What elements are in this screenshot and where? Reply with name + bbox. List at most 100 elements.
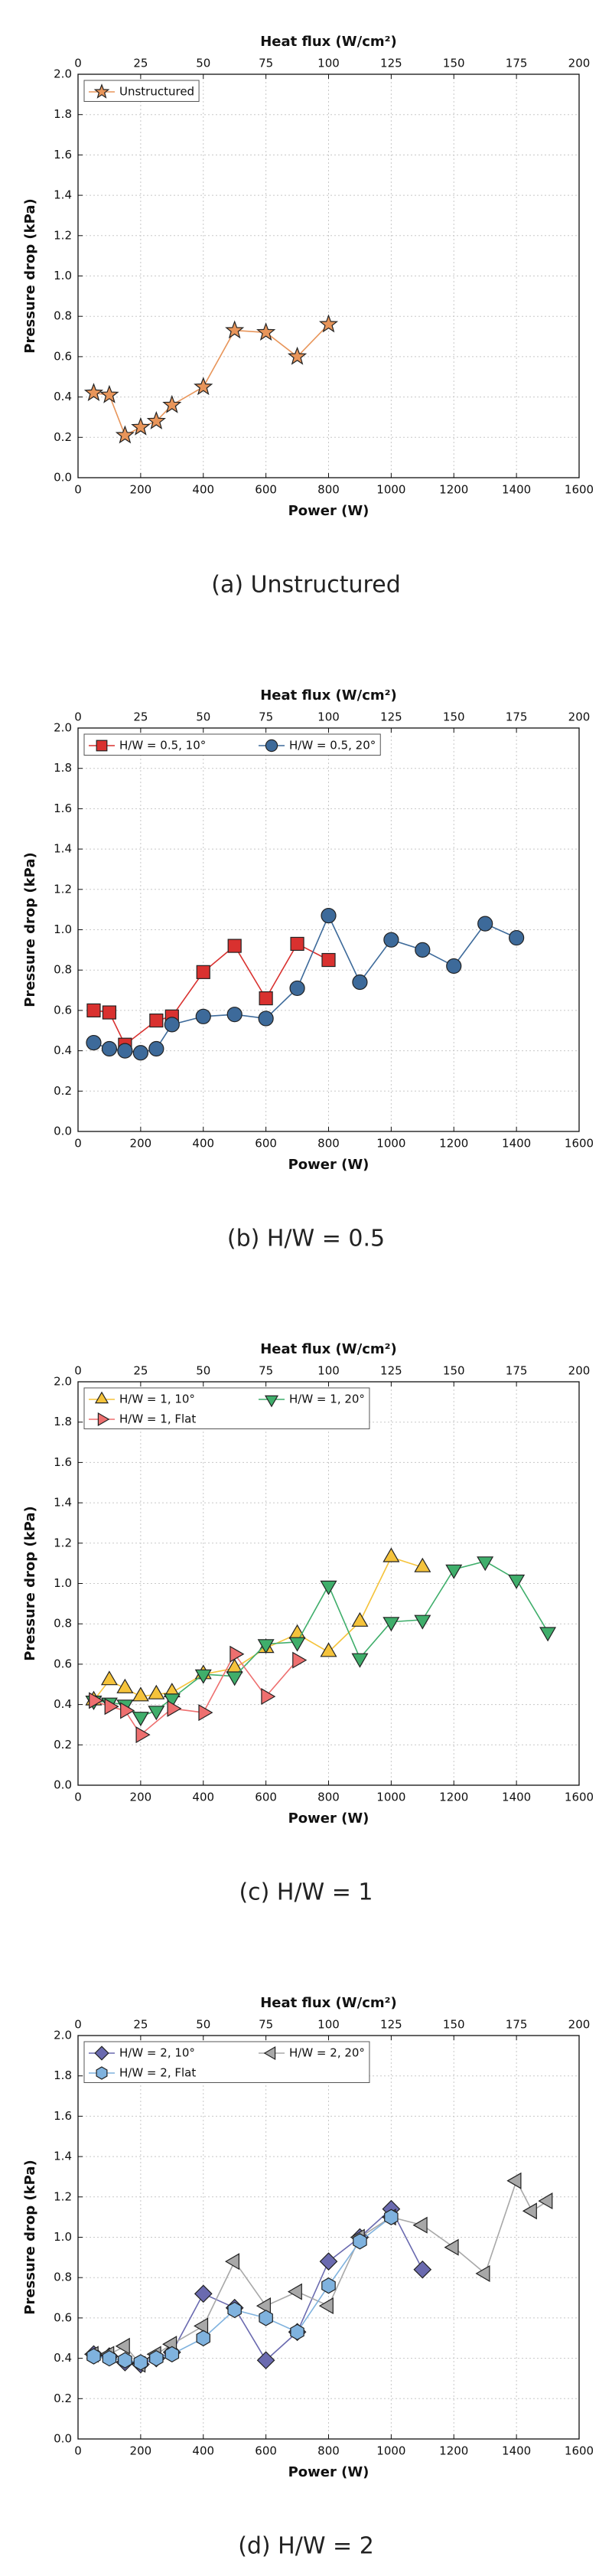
marker (261, 1688, 276, 1706)
plot-frame (77, 727, 580, 1132)
y-tick-label: 0.6 (54, 2310, 72, 2324)
x2-tick-label: 100 (317, 1364, 340, 1378)
y-tick-label: 0.8 (54, 1617, 72, 1631)
y-tick-label: 0.0 (54, 1778, 72, 1792)
marker (226, 1671, 243, 1686)
marker (290, 936, 304, 952)
marker (100, 1670, 118, 1686)
x-tick-label: 200 (130, 2444, 152, 2458)
x2-tick-label: 150 (443, 57, 465, 70)
marker (352, 974, 368, 991)
marker (99, 384, 119, 403)
x2-axis-label: Heat flux (W/cm²) (260, 687, 397, 704)
marker (287, 346, 308, 365)
y-tick-label: 0.0 (54, 2432, 72, 2446)
marker (102, 2349, 117, 2367)
marker (506, 2172, 522, 2189)
x2-tick-label: 0 (74, 1364, 82, 1378)
marker (93, 83, 110, 99)
marker (96, 2066, 108, 2080)
marker (319, 2252, 338, 2271)
y-tick-label: 0.8 (54, 963, 72, 977)
marker (86, 1003, 101, 1018)
legend-label: H/W = 2, Flat (119, 2066, 196, 2080)
x-tick-label: 400 (192, 2444, 214, 2458)
y-tick-label: 1.0 (54, 269, 72, 282)
y-tick-label: 0.8 (54, 2271, 72, 2284)
marker (415, 942, 431, 958)
x2-tick-label: 175 (506, 2018, 528, 2032)
marker (131, 416, 151, 436)
y-tick-label: 0.2 (54, 1084, 72, 1098)
marker (259, 991, 273, 1006)
x2-tick-label: 0 (74, 57, 82, 70)
marker (414, 1614, 431, 1630)
y-tick-label: 1.4 (54, 2150, 72, 2163)
chart-panel: 0 200 400 600 800 1000 1200 1400 16000.00.20.40.… (22, 687, 594, 1252)
marker (102, 1005, 117, 1020)
marker (383, 932, 399, 948)
x-tick-label: 1200 (439, 483, 468, 497)
marker (538, 2192, 553, 2210)
x2-tick-label: 75 (259, 710, 273, 724)
marker (225, 320, 245, 339)
x2-tick-label: 50 (196, 2018, 210, 2032)
x-tick-label: 800 (317, 2444, 340, 2458)
marker (148, 1706, 165, 1721)
marker (194, 2317, 209, 2335)
marker (384, 2209, 399, 2225)
x-tick-label: 800 (317, 1137, 340, 1151)
plot-frame (77, 1381, 580, 1786)
marker (257, 1639, 275, 1654)
y-tick-label: 1.4 (54, 1496, 72, 1510)
legend-label: H/W = 2, 10° (119, 2046, 195, 2060)
plot-frame (77, 73, 580, 478)
x2-tick-label: 100 (317, 2018, 340, 2032)
marker (382, 1617, 400, 1632)
x2-tick-label: 200 (568, 710, 591, 724)
marker (321, 952, 336, 968)
x2-tick-label: 0 (74, 710, 82, 724)
series-line (93, 1556, 423, 1701)
x2-tick-label: 125 (380, 710, 402, 724)
marker (292, 1651, 308, 1669)
x-axis-label: Power (W) (288, 503, 369, 519)
x-tick-label: 1400 (502, 1791, 531, 1804)
y-tick-label: 2.0 (54, 1375, 72, 1389)
x2-tick-label: 125 (380, 1364, 402, 1378)
marker (116, 1678, 134, 1693)
marker (259, 2310, 273, 2326)
y-tick-label: 0.2 (54, 1738, 72, 1752)
y-tick-label: 0.4 (54, 390, 72, 403)
x2-tick-label: 75 (259, 57, 273, 70)
marker (86, 1034, 102, 1051)
chart-panel: 0 200 400 600 800 1000 1200 1400 16000.00.20.40.… (22, 1995, 594, 2560)
y-tick-label: 0.4 (54, 1697, 72, 1711)
marker (477, 1556, 494, 1572)
marker (226, 1007, 243, 1023)
legend-box (83, 2041, 370, 2083)
x-tick-label: 1200 (439, 2444, 468, 2458)
x-tick-label: 600 (255, 2444, 277, 2458)
x2-tick-label: 25 (133, 57, 148, 70)
x-tick-label: 600 (255, 1791, 277, 1804)
marker (163, 1693, 181, 1709)
marker (230, 1645, 245, 1663)
marker (320, 1642, 337, 1657)
marker (265, 739, 278, 753)
x-tick-label: 0 (74, 1137, 82, 1151)
y-tick-label: 0.0 (54, 471, 72, 485)
marker (263, 2045, 276, 2061)
x2-tick-label: 150 (443, 2018, 465, 2032)
x2-tick-label: 75 (259, 1364, 273, 1378)
marker (97, 1412, 110, 1427)
x-tick-label: 200 (130, 1791, 152, 1804)
x-axis-label: Power (W) (288, 1810, 369, 1827)
y-axis-label: Pressure drop (kPa) (22, 852, 38, 1007)
series-line (93, 2208, 424, 2365)
y-tick-label: 1.4 (54, 188, 72, 202)
plot-frame (77, 2035, 580, 2440)
marker (149, 1013, 164, 1028)
x-tick-label: 1000 (376, 1791, 405, 1804)
